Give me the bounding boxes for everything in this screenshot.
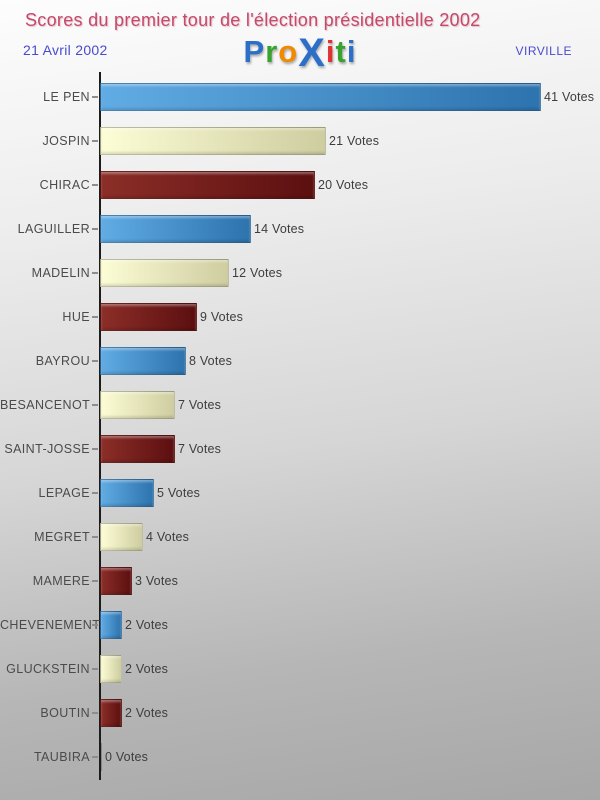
chart-row: BAYROU 8 Votes xyxy=(0,339,600,383)
chart-row: LE PEN 41 Votes xyxy=(0,75,600,119)
axis-tick xyxy=(92,184,98,186)
candidate-label: CHIRAC xyxy=(39,178,90,192)
vote-bar xyxy=(100,743,102,771)
logo-letter: i xyxy=(346,34,357,69)
logo-letter: r xyxy=(265,34,279,69)
logo-letter: X xyxy=(298,31,326,75)
vote-bar xyxy=(100,655,122,683)
candidate-label: BOUTIN xyxy=(40,706,90,720)
axis-tick xyxy=(92,404,98,406)
axis-tick xyxy=(92,712,98,714)
vote-bar xyxy=(100,127,326,155)
vote-bar xyxy=(100,479,154,507)
vote-count-label: 41 Votes xyxy=(544,90,595,104)
bar-chart: LE PEN 41 Votes JOSPIN 21 Votes CHIRAC 2… xyxy=(0,75,600,779)
chart-row: JOSPIN 21 Votes xyxy=(0,119,600,163)
vote-bar xyxy=(100,699,122,727)
axis-tick xyxy=(92,756,98,758)
vote-bar xyxy=(100,611,122,639)
vote-count-label: 2 Votes xyxy=(125,706,169,720)
vote-count-label: 7 Votes xyxy=(178,442,222,456)
vote-count-label: 21 Votes xyxy=(329,134,380,148)
candidate-label: MAMERE xyxy=(32,574,90,588)
page-title: Scores du premier tour de l'élection pré… xyxy=(25,10,481,30)
chart-row: MEGRET 4 Votes xyxy=(0,515,600,559)
chart-y-axis xyxy=(99,72,101,780)
city-name: VIRVILLE xyxy=(515,44,572,58)
candidate-label: BESANCENOT xyxy=(0,398,91,412)
chart-row: CHIRAC 20 Votes xyxy=(0,163,600,207)
vote-bar xyxy=(100,171,315,199)
axis-tick xyxy=(92,96,98,98)
vote-bar xyxy=(100,567,132,595)
vote-count-label: 2 Votes xyxy=(125,662,169,676)
vote-bar xyxy=(100,391,175,419)
vote-count-label: 7 Votes xyxy=(178,398,222,412)
candidate-label: LAGUILLER xyxy=(17,222,90,236)
vote-count-label: 5 Votes xyxy=(157,486,201,500)
vote-bar xyxy=(100,435,175,463)
vote-bar xyxy=(100,83,541,111)
vote-count-label: 9 Votes xyxy=(200,310,244,324)
chart-row: TAUBIRA 0 Votes xyxy=(0,735,600,779)
chart-row: SAINT-JOSSE 7 Votes xyxy=(0,427,600,471)
axis-tick xyxy=(92,228,98,230)
vote-count-label: 8 Votes xyxy=(189,354,233,368)
candidate-label: BAYROU xyxy=(35,354,90,368)
axis-tick xyxy=(92,536,98,538)
candidate-label: HUE xyxy=(62,310,90,324)
axis-tick xyxy=(92,448,98,450)
vote-bar xyxy=(100,303,197,331)
vote-bar xyxy=(100,215,251,243)
vote-count-label: 12 Votes xyxy=(232,266,283,280)
axis-tick xyxy=(92,668,98,670)
report-date: 21 Avril 2002 xyxy=(23,42,108,58)
axis-tick xyxy=(92,140,98,142)
logo-letter: P xyxy=(243,34,266,69)
axis-tick xyxy=(92,272,98,274)
chart-row: HUE 9 Votes xyxy=(0,295,600,339)
axis-tick xyxy=(92,360,98,362)
chart-row: MAMERE 3 Votes xyxy=(0,559,600,603)
logo-letter: t xyxy=(335,34,347,69)
logo-letter: i xyxy=(325,34,336,69)
candidate-label: MEGRET xyxy=(34,530,90,544)
candidate-label: TAUBIRA xyxy=(33,750,90,764)
chart-row: MADELIN 12 Votes xyxy=(0,251,600,295)
candidate-label: LE PEN xyxy=(43,90,90,104)
chart-row: LEPAGE 5 Votes xyxy=(0,471,600,515)
candidate-label: CHEVENEMENT xyxy=(0,618,101,632)
vote-bar xyxy=(100,347,186,375)
vote-count-label: 3 Votes xyxy=(135,574,179,588)
logo-letter: o xyxy=(278,34,299,69)
chart-row: BESANCENOT 7 Votes xyxy=(0,383,600,427)
candidate-label: GLUCKSTEIN xyxy=(6,662,90,676)
candidate-label: MADELIN xyxy=(31,266,90,280)
vote-count-label: 4 Votes xyxy=(146,530,190,544)
axis-tick xyxy=(92,316,98,318)
vote-bar xyxy=(100,259,229,287)
candidate-label: SAINT-JOSSE xyxy=(4,442,90,456)
candidate-label: JOSPIN xyxy=(42,134,90,148)
candidate-label: LEPAGE xyxy=(38,486,90,500)
proxiti-logo: ProXiti xyxy=(0,31,600,75)
axis-tick xyxy=(92,580,98,582)
vote-count-label: 14 Votes xyxy=(254,222,305,236)
axis-tick xyxy=(92,624,98,626)
vote-count-label: 20 Votes xyxy=(318,178,369,192)
vote-count-label: 0 Votes xyxy=(105,750,149,764)
chart-row: GLUCKSTEIN 2 Votes xyxy=(0,647,600,691)
chart-row: LAGUILLER 14 Votes xyxy=(0,207,600,251)
axis-tick xyxy=(92,492,98,494)
vote-count-label: 2 Votes xyxy=(125,618,169,632)
vote-bar xyxy=(100,523,143,551)
chart-row: BOUTIN 2 Votes xyxy=(0,691,600,735)
chart-row: CHEVENEMENT 2 Votes xyxy=(0,603,600,647)
